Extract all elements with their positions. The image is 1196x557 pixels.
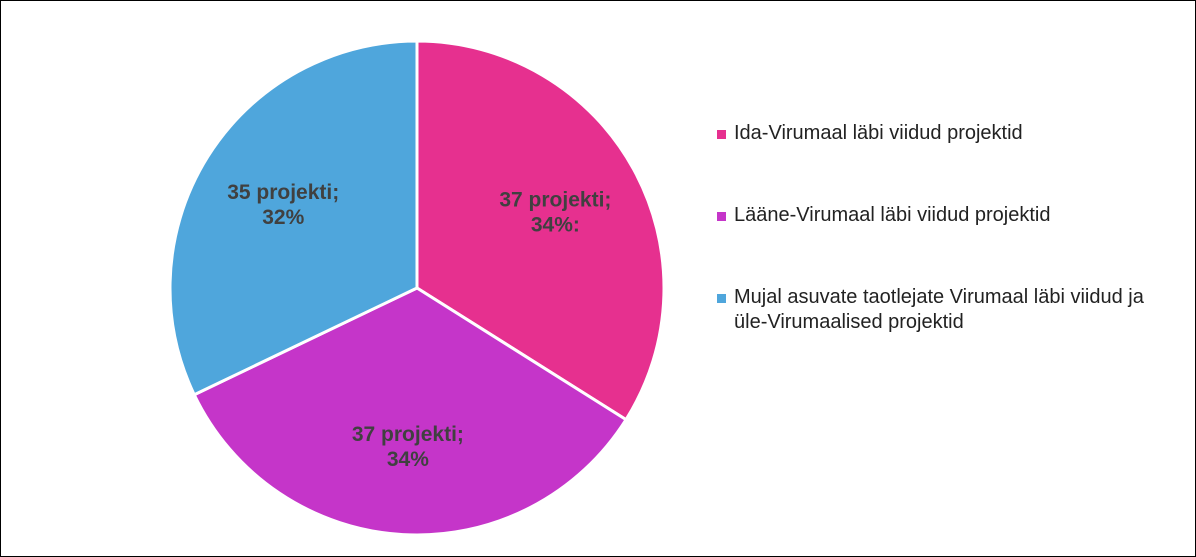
- legend-swatch: [717, 130, 726, 139]
- legend-label: Ida-Virumaal läbi viidud projektid: [734, 122, 1023, 144]
- data-label: 37 projekti; 34%:: [499, 189, 611, 237]
- legend-swatch: [717, 294, 726, 303]
- pie-slice: [192, 286, 629, 537]
- pie-slice: [168, 39, 419, 397]
- legend: Ida-Virumaal läbi viidud projektid Lääne-…: [717, 121, 1187, 392]
- legend-swatch: [717, 212, 726, 221]
- legend-item: Ida-Virumaal läbi viidud projektid: [717, 121, 1187, 146]
- legend-item: Lääne-Virumaal läbi viidud projektid: [717, 203, 1187, 228]
- legend-label: Lääne-Virumaal läbi viidud projektid: [734, 204, 1051, 226]
- data-label: 35 projekti; 32%: [227, 181, 339, 229]
- pie-slice: [415, 39, 666, 422]
- legend-item: Mujal asuvate taotlejate Virumaal läbi v…: [717, 285, 1187, 335]
- data-label: 37 projekti; 34%: [352, 423, 464, 471]
- legend-label: Mujal asuvate taotlejate Virumaal läbi v…: [734, 286, 1144, 333]
